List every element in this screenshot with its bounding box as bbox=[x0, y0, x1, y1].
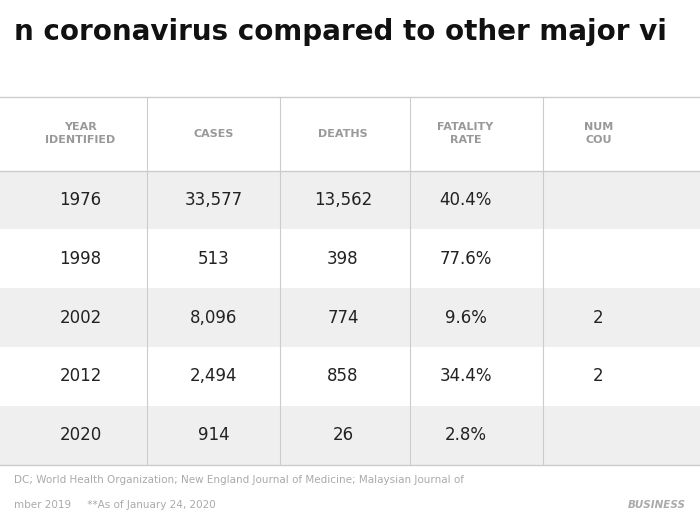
Text: DEATHS: DEATHS bbox=[318, 129, 368, 139]
Bar bbox=[0, 229, 700, 288]
Text: 13,562: 13,562 bbox=[314, 191, 372, 209]
Text: 2: 2 bbox=[593, 368, 604, 385]
Text: 33,577: 33,577 bbox=[184, 191, 243, 209]
Text: 77.6%: 77.6% bbox=[440, 250, 491, 268]
Text: NUM
COU: NUM COU bbox=[584, 122, 613, 145]
Text: CASES: CASES bbox=[193, 129, 234, 139]
Text: 26: 26 bbox=[332, 426, 354, 444]
Text: 2002: 2002 bbox=[60, 309, 102, 327]
Text: 513: 513 bbox=[197, 250, 230, 268]
Text: 2012: 2012 bbox=[60, 368, 102, 385]
Text: BUSINESS: BUSINESS bbox=[628, 500, 686, 510]
Text: 8,096: 8,096 bbox=[190, 309, 237, 327]
Text: 34.4%: 34.4% bbox=[440, 368, 491, 385]
Bar bbox=[0, 288, 700, 347]
Text: DC; World Health Organization; New England Journal of Medicine; Malaysian Journa: DC; World Health Organization; New Engla… bbox=[14, 475, 464, 485]
Text: 858: 858 bbox=[328, 368, 358, 385]
Bar bbox=[0, 406, 700, 465]
Text: 1976: 1976 bbox=[60, 191, 102, 209]
Text: 9.6%: 9.6% bbox=[444, 309, 486, 327]
Text: 2,494: 2,494 bbox=[190, 368, 237, 385]
Text: FATALITY
RATE: FATALITY RATE bbox=[438, 122, 494, 145]
Bar bbox=[0, 97, 700, 171]
Text: 2.8%: 2.8% bbox=[444, 426, 486, 444]
Text: YEAR
IDENTIFIED: YEAR IDENTIFIED bbox=[46, 122, 116, 145]
Text: n coronavirus compared to other major vi: n coronavirus compared to other major vi bbox=[14, 18, 667, 46]
Text: mber 2019     **As of January 24, 2020: mber 2019 **As of January 24, 2020 bbox=[14, 500, 216, 510]
Text: 398: 398 bbox=[327, 250, 359, 268]
Text: 914: 914 bbox=[197, 426, 230, 444]
Text: 40.4%: 40.4% bbox=[440, 191, 491, 209]
Text: 774: 774 bbox=[328, 309, 358, 327]
Text: 2020: 2020 bbox=[60, 426, 102, 444]
Text: 1998: 1998 bbox=[60, 250, 102, 268]
Text: 2: 2 bbox=[593, 309, 604, 327]
Bar bbox=[0, 347, 700, 406]
Bar bbox=[0, 171, 700, 229]
